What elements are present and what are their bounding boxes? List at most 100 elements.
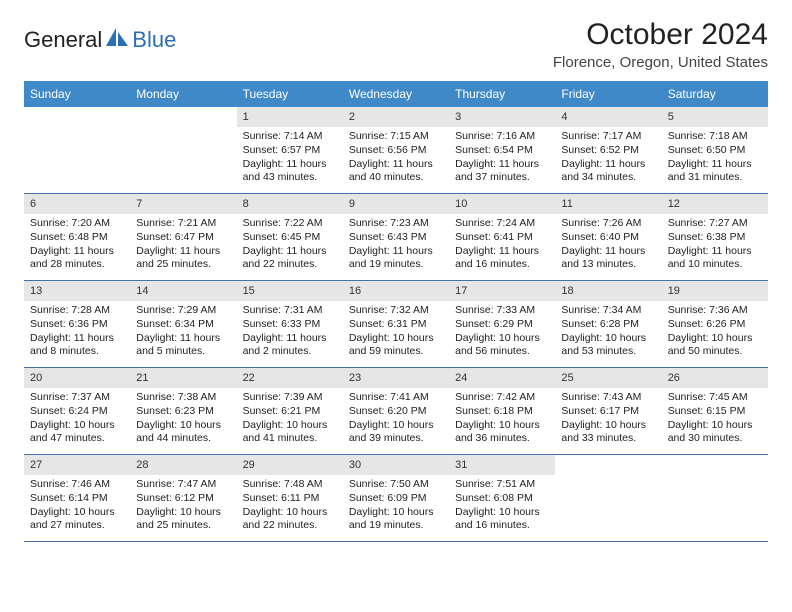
daylight-text: Daylight: 11 hours and 28 minutes. <box>30 245 124 272</box>
sunset-text: Sunset: 6:29 PM <box>455 318 549 332</box>
day-number: 14 <box>130 281 236 301</box>
day-details: Sunrise: 7:39 AMSunset: 6:21 PMDaylight:… <box>237 388 343 452</box>
daylight-text: Daylight: 10 hours and 41 minutes. <box>243 419 337 446</box>
calendar-cell: 31Sunrise: 7:51 AMSunset: 6:08 PMDayligh… <box>449 455 555 541</box>
sunrise-text: Sunrise: 7:22 AM <box>243 217 337 231</box>
daylight-text: Daylight: 11 hours and 10 minutes. <box>668 245 762 272</box>
calendar-cell: 15Sunrise: 7:31 AMSunset: 6:33 PMDayligh… <box>237 281 343 367</box>
sunset-text: Sunset: 6:50 PM <box>668 144 762 158</box>
day-number: 28 <box>130 455 236 475</box>
day-details: Sunrise: 7:42 AMSunset: 6:18 PMDaylight:… <box>449 388 555 452</box>
day-details: Sunrise: 7:29 AMSunset: 6:34 PMDaylight:… <box>130 301 236 365</box>
daylight-text: Daylight: 11 hours and 40 minutes. <box>349 158 443 185</box>
sunset-text: Sunset: 6:43 PM <box>349 231 443 245</box>
calendar-cell: 25Sunrise: 7:43 AMSunset: 6:17 PMDayligh… <box>555 368 661 454</box>
sunrise-text: Sunrise: 7:43 AM <box>561 391 655 405</box>
calendar-cell: 27Sunrise: 7:46 AMSunset: 6:14 PMDayligh… <box>24 455 130 541</box>
daylight-text: Daylight: 11 hours and 22 minutes. <box>243 245 337 272</box>
page-title: October 2024 <box>553 18 768 52</box>
sunset-text: Sunset: 6:47 PM <box>136 231 230 245</box>
calendar-cell: 10Sunrise: 7:24 AMSunset: 6:41 PMDayligh… <box>449 194 555 280</box>
sunset-text: Sunset: 6:08 PM <box>455 492 549 506</box>
day-number: 23 <box>343 368 449 388</box>
calendar-cell: 30Sunrise: 7:50 AMSunset: 6:09 PMDayligh… <box>343 455 449 541</box>
day-details: Sunrise: 7:14 AMSunset: 6:57 PMDaylight:… <box>237 127 343 191</box>
day-number: 2 <box>343 107 449 127</box>
sunset-text: Sunset: 6:11 PM <box>243 492 337 506</box>
sunset-text: Sunset: 6:31 PM <box>349 318 443 332</box>
day-number: 31 <box>449 455 555 475</box>
day-details: Sunrise: 7:20 AMSunset: 6:48 PMDaylight:… <box>24 214 130 278</box>
calendar-cell: 3Sunrise: 7:16 AMSunset: 6:54 PMDaylight… <box>449 107 555 193</box>
daylight-text: Daylight: 11 hours and 19 minutes. <box>349 245 443 272</box>
calendar-cell: 2Sunrise: 7:15 AMSunset: 6:56 PMDaylight… <box>343 107 449 193</box>
sunset-text: Sunset: 6:15 PM <box>668 405 762 419</box>
daylight-text: Daylight: 10 hours and 16 minutes. <box>455 506 549 533</box>
calendar-cell <box>130 107 236 193</box>
day-number: 26 <box>662 368 768 388</box>
daylight-text: Daylight: 10 hours and 22 minutes. <box>243 506 337 533</box>
sunset-text: Sunset: 6:24 PM <box>30 405 124 419</box>
calendar-cell <box>662 455 768 541</box>
sunrise-text: Sunrise: 7:39 AM <box>243 391 337 405</box>
sunset-text: Sunset: 6:40 PM <box>561 231 655 245</box>
day-details: Sunrise: 7:31 AMSunset: 6:33 PMDaylight:… <box>237 301 343 365</box>
sunrise-text: Sunrise: 7:38 AM <box>136 391 230 405</box>
day-number: 19 <box>662 281 768 301</box>
calendar-row: 6Sunrise: 7:20 AMSunset: 6:48 PMDaylight… <box>24 194 768 281</box>
calendar-cell: 22Sunrise: 7:39 AMSunset: 6:21 PMDayligh… <box>237 368 343 454</box>
day-details: Sunrise: 7:23 AMSunset: 6:43 PMDaylight:… <box>343 214 449 278</box>
day-details: Sunrise: 7:24 AMSunset: 6:41 PMDaylight:… <box>449 214 555 278</box>
daylight-text: Daylight: 11 hours and 2 minutes. <box>243 332 337 359</box>
daylight-text: Daylight: 10 hours and 27 minutes. <box>30 506 124 533</box>
calendar-cell: 13Sunrise: 7:28 AMSunset: 6:36 PMDayligh… <box>24 281 130 367</box>
calendar: SundayMondayTuesdayWednesdayThursdayFrid… <box>24 81 768 542</box>
sunrise-text: Sunrise: 7:50 AM <box>349 478 443 492</box>
day-number: 22 <box>237 368 343 388</box>
sunrise-text: Sunrise: 7:23 AM <box>349 217 443 231</box>
calendar-cell: 14Sunrise: 7:29 AMSunset: 6:34 PMDayligh… <box>130 281 236 367</box>
daylight-text: Daylight: 10 hours and 53 minutes. <box>561 332 655 359</box>
sunset-text: Sunset: 6:28 PM <box>561 318 655 332</box>
day-number: 21 <box>130 368 236 388</box>
sunrise-text: Sunrise: 7:31 AM <box>243 304 337 318</box>
calendar-cell: 17Sunrise: 7:33 AMSunset: 6:29 PMDayligh… <box>449 281 555 367</box>
day-number: 3 <box>449 107 555 127</box>
day-details: Sunrise: 7:17 AMSunset: 6:52 PMDaylight:… <box>555 127 661 191</box>
day-number: 24 <box>449 368 555 388</box>
calendar-header-cell: Friday <box>555 81 661 107</box>
day-details: Sunrise: 7:15 AMSunset: 6:56 PMDaylight:… <box>343 127 449 191</box>
sunrise-text: Sunrise: 7:36 AM <box>668 304 762 318</box>
day-details: Sunrise: 7:37 AMSunset: 6:24 PMDaylight:… <box>24 388 130 452</box>
daylight-text: Daylight: 11 hours and 37 minutes. <box>455 158 549 185</box>
calendar-cell: 29Sunrise: 7:48 AMSunset: 6:11 PMDayligh… <box>237 455 343 541</box>
day-details: Sunrise: 7:18 AMSunset: 6:50 PMDaylight:… <box>662 127 768 191</box>
sunrise-text: Sunrise: 7:24 AM <box>455 217 549 231</box>
day-details: Sunrise: 7:48 AMSunset: 6:11 PMDaylight:… <box>237 475 343 539</box>
header: General Blue October 2024 Florence, Oreg… <box>24 18 768 71</box>
day-number: 15 <box>237 281 343 301</box>
daylight-text: Daylight: 11 hours and 34 minutes. <box>561 158 655 185</box>
sunrise-text: Sunrise: 7:47 AM <box>136 478 230 492</box>
logo-text-general: General <box>24 27 102 53</box>
sunset-text: Sunset: 6:41 PM <box>455 231 549 245</box>
sunset-text: Sunset: 6:57 PM <box>243 144 337 158</box>
daylight-text: Daylight: 10 hours and 50 minutes. <box>668 332 762 359</box>
day-number: 10 <box>449 194 555 214</box>
calendar-cell <box>24 107 130 193</box>
calendar-header-cell: Thursday <box>449 81 555 107</box>
day-number: 20 <box>24 368 130 388</box>
daylight-text: Daylight: 11 hours and 5 minutes. <box>136 332 230 359</box>
daylight-text: Daylight: 10 hours and 19 minutes. <box>349 506 443 533</box>
daylight-text: Daylight: 11 hours and 8 minutes. <box>30 332 124 359</box>
day-number: 1 <box>237 107 343 127</box>
day-details: Sunrise: 7:26 AMSunset: 6:40 PMDaylight:… <box>555 214 661 278</box>
logo-sail-icon <box>104 26 130 53</box>
calendar-cell: 26Sunrise: 7:45 AMSunset: 6:15 PMDayligh… <box>662 368 768 454</box>
calendar-cell: 24Sunrise: 7:42 AMSunset: 6:18 PMDayligh… <box>449 368 555 454</box>
calendar-cell: 18Sunrise: 7:34 AMSunset: 6:28 PMDayligh… <box>555 281 661 367</box>
sunrise-text: Sunrise: 7:28 AM <box>30 304 124 318</box>
calendar-cell: 21Sunrise: 7:38 AMSunset: 6:23 PMDayligh… <box>130 368 236 454</box>
daylight-text: Daylight: 11 hours and 16 minutes. <box>455 245 549 272</box>
sunset-text: Sunset: 6:56 PM <box>349 144 443 158</box>
